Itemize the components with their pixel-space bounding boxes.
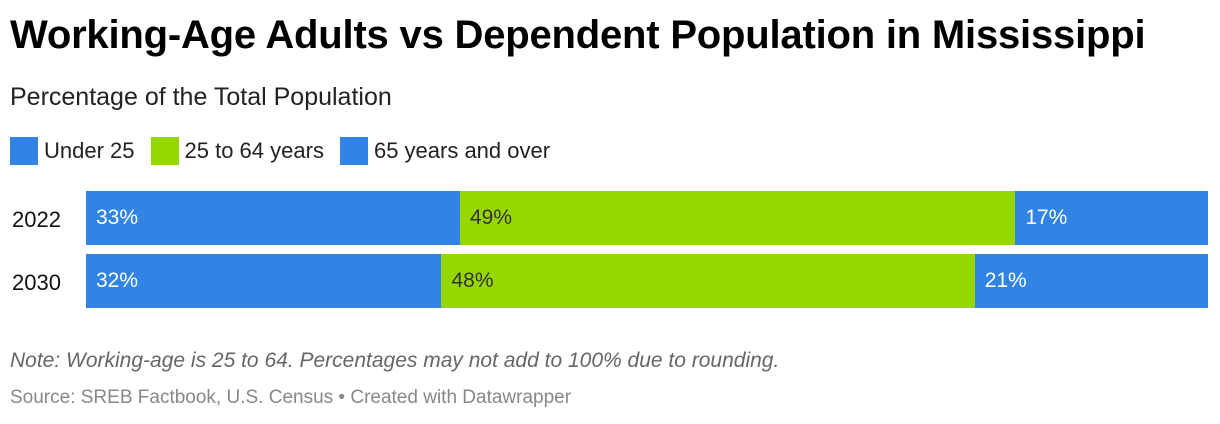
legend: Under 25 25 to 64 years 65 years and ove…: [10, 136, 566, 166]
row-label-2030: 2030: [12, 270, 61, 295]
legend-swatch-under-25: [10, 137, 38, 165]
bar-2030-series-2: [974, 254, 1208, 308]
chart-source: Source: SREB Factbook, U.S. Census • Cre…: [10, 387, 572, 408]
bar-label-2030-series-2: 21%: [984, 269, 1027, 292]
bar-2030-series-1: [441, 254, 975, 308]
chart-title: Working-Age Adults vs Dependent Populati…: [10, 13, 1146, 57]
bar-2022-series-2: [1015, 191, 1208, 245]
legend-label-under-25: Under 25: [44, 138, 135, 163]
legend-swatch-65-and-over: [339, 137, 368, 165]
legend-item-under-25: Under 25: [10, 137, 135, 165]
bar-label-2022-series-1: 49%: [470, 206, 513, 229]
row-label-2022: 2022: [12, 207, 61, 232]
bar-label-2022-series-2: 17%: [1025, 206, 1068, 229]
legend-label-65-and-over: 65 years and over: [373, 138, 551, 163]
bar-2030-series-0: [86, 254, 442, 308]
bar-label-2030-series-0: 32%: [96, 269, 139, 292]
chart-subtitle: Percentage of the Total Population: [10, 83, 392, 111]
legend-swatch-25-to-64: [150, 137, 179, 165]
bar-label-2022-series-0: 33%: [96, 206, 139, 229]
legend-item-65-and-over: 65 years and over: [339, 137, 551, 165]
bar-2022-series-1: [460, 191, 1016, 245]
legend-item-25-to-64: 25 to 64 years: [150, 137, 324, 165]
legend-label-25-to-64: 25 to 64 years: [184, 138, 324, 163]
chart-note: Note: Working-age is 25 to 64. Percentag…: [10, 349, 780, 372]
bar-label-2030-series-1: 48%: [451, 269, 494, 292]
bar-2022-series-0: [86, 191, 460, 245]
